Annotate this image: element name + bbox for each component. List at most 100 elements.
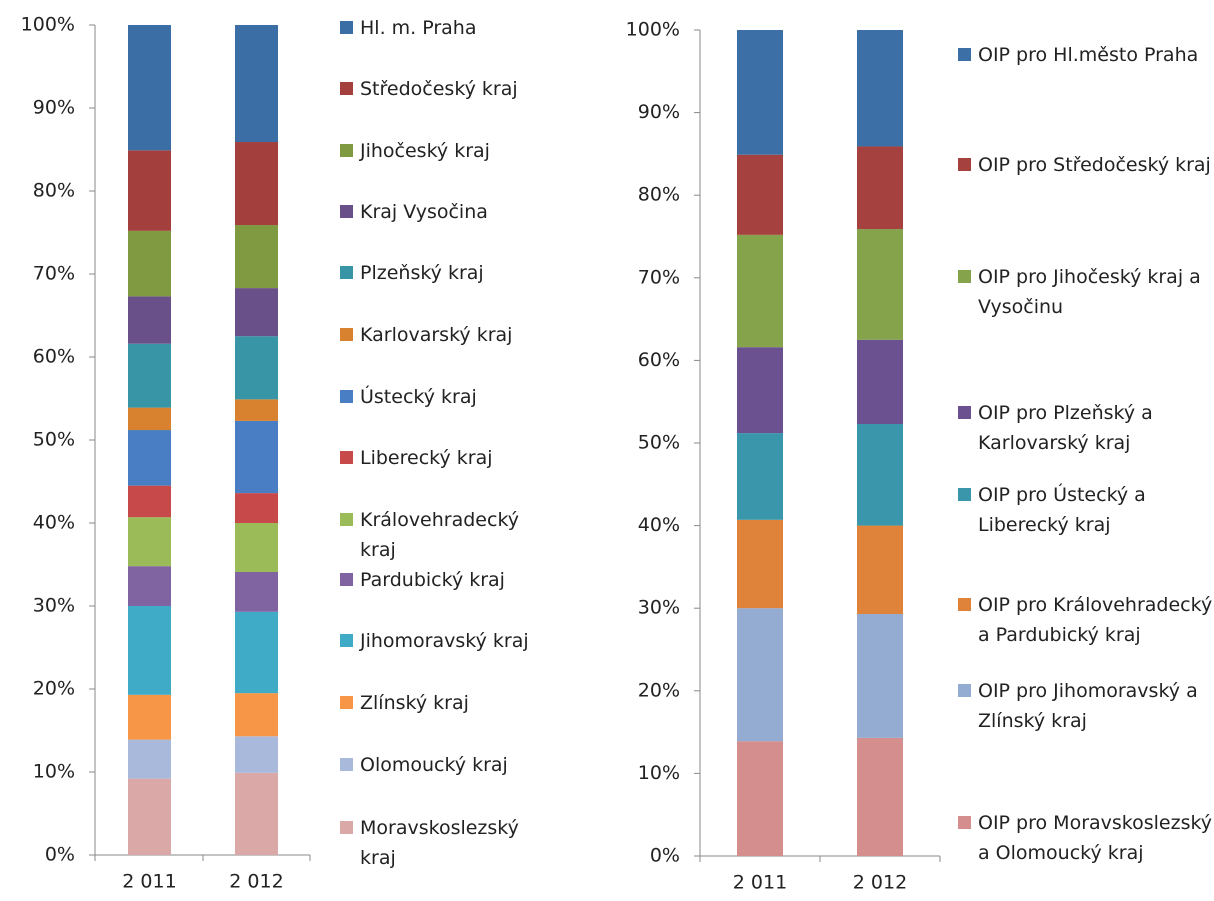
bar-segment <box>235 399 278 421</box>
legend-swatch <box>340 451 353 464</box>
legend-label: Liberecký kraj <box>360 447 493 469</box>
legend-swatch <box>958 816 971 829</box>
legend-label: OIP pro Královehradecký a Pardubický kra… <box>978 594 1213 646</box>
y-tick-label: 90% <box>33 97 75 119</box>
bar-segment <box>737 154 783 235</box>
y-tick-label: 60% <box>33 346 75 368</box>
y-tick-label: 70% <box>638 266 680 288</box>
legend-swatch <box>340 390 353 403</box>
legend-label: Královehradecký kraj <box>360 509 520 561</box>
y-tick-label: 60% <box>638 349 680 371</box>
legend-label: OIP pro Moravskoslezský a Olomoucký kraj <box>978 812 1213 864</box>
y-tick-label: 100% <box>21 14 75 36</box>
y-tick-label: 80% <box>638 184 680 206</box>
legend-entry: Kraj Vysočina <box>340 197 540 227</box>
bar-segment <box>235 336 278 400</box>
legend-label: OIP pro Středočeský kraj <box>978 154 1211 176</box>
y-tick-label: 10% <box>638 762 680 784</box>
bar-segment <box>737 347 783 434</box>
bar-segment <box>235 693 278 737</box>
legend-swatch <box>340 82 353 95</box>
legend-swatch <box>340 573 353 586</box>
legend-label: OIP pro Jihočeský kraj a Vysočinu <box>978 266 1201 318</box>
y-tick-label: 30% <box>33 595 75 617</box>
bar-segment <box>235 523 278 572</box>
bar-segment <box>128 606 171 695</box>
bar-segment <box>857 613 903 738</box>
legend-entry: OIP pro Moravskoslezský a Olomoucký kraj <box>958 808 1214 868</box>
legend-entry: Moravskoslezský kraj <box>340 813 540 873</box>
bar-segment <box>128 739 171 779</box>
legend-label: OIP pro Hl.město Praha <box>978 44 1199 66</box>
bar-segment <box>128 517 171 567</box>
x-tick-label: 2 011 <box>122 871 176 893</box>
legend-entry: OIP pro Středočeský kraj <box>958 150 1214 180</box>
y-tick-label: 20% <box>638 679 680 701</box>
bar-segment <box>235 736 278 773</box>
bar-segment <box>857 229 903 340</box>
legend-swatch <box>340 821 353 834</box>
bar-segment <box>128 430 171 486</box>
bar-segment <box>857 424 903 526</box>
x-tick-label: 2 012 <box>229 871 283 893</box>
bar-segment <box>128 343 171 408</box>
x-tick-label: 2 011 <box>733 872 787 894</box>
legend-entry: Jihomoravský kraj <box>340 626 540 656</box>
legend-label: Kraj Vysočina <box>360 201 488 223</box>
y-tick-label: 20% <box>33 678 75 700</box>
legend-label: Středočeský kraj <box>360 78 518 100</box>
legend-label: OIP pro Ústecký a Liberecký kraj <box>978 484 1146 536</box>
bar-segment <box>128 296 171 344</box>
legend-entry: Karlovarský kraj <box>340 320 540 350</box>
bar-segment <box>235 420 278 494</box>
bar-segment <box>128 778 171 855</box>
bar-segment <box>857 339 903 425</box>
bar-segment <box>857 146 903 230</box>
bar-segment <box>737 741 783 856</box>
legend-entry: Jihočeský kraj <box>340 136 540 166</box>
legend-swatch <box>958 48 971 61</box>
bar-segment <box>235 772 278 855</box>
legend-entry: Olomoucký kraj <box>340 750 540 780</box>
legend-entry: Liberecký kraj <box>340 443 540 473</box>
legend-swatch <box>340 328 353 341</box>
legend-swatch <box>340 634 353 647</box>
legend-label: Jihomoravský kraj <box>360 630 529 652</box>
y-tick-label: 70% <box>33 263 75 285</box>
bar-segment <box>235 25 278 143</box>
bar-segment <box>235 611 278 694</box>
legend-swatch <box>958 598 971 611</box>
legend-swatch <box>340 21 353 34</box>
legend-swatch <box>340 696 353 709</box>
y-tick-label: 0% <box>650 845 680 867</box>
bar-segment <box>235 225 278 289</box>
y-tick-label: 10% <box>33 761 75 783</box>
bar-segment <box>857 30 903 147</box>
bar-segment <box>128 150 171 231</box>
legend-swatch <box>958 158 971 171</box>
bar-segment <box>128 566 171 606</box>
bar-segment <box>128 25 171 151</box>
legend-entry: OIP pro Jihočeský kraj a Vysočinu <box>958 262 1214 322</box>
legend-entry: Královehradecký kraj <box>340 505 540 565</box>
legend-entry: OIP pro Královehradecký a Pardubický kra… <box>958 590 1214 650</box>
legend-entry: OIP pro Plzeňský a Karlovarský kraj <box>958 398 1214 458</box>
bar-segment <box>737 433 783 520</box>
legend-label: Zlínský kraj <box>360 692 469 714</box>
legend-label: Hl. m. Praha <box>360 17 477 39</box>
legend-entry: Pardubický kraj <box>340 565 540 595</box>
legend-label: Olomoucký kraj <box>360 754 508 776</box>
legend-label: OIP pro Plzeňský a Karlovarský kraj <box>978 402 1153 454</box>
legend-label: Plzeňský kraj <box>360 262 484 284</box>
x-tick-label: 2 012 <box>853 872 907 894</box>
bar-segment <box>857 525 903 614</box>
legend-label: Jihočeský kraj <box>360 140 490 162</box>
legend-label: Moravskoslezský kraj <box>360 817 519 869</box>
bar-segment <box>128 230 171 297</box>
legend-entry: OIP pro Jihomoravský a Zlínský kraj <box>958 676 1214 736</box>
bar-segment <box>235 571 278 612</box>
bar-segment <box>737 30 783 155</box>
legend-label: OIP pro Jihomoravský a Zlínský kraj <box>978 680 1198 732</box>
